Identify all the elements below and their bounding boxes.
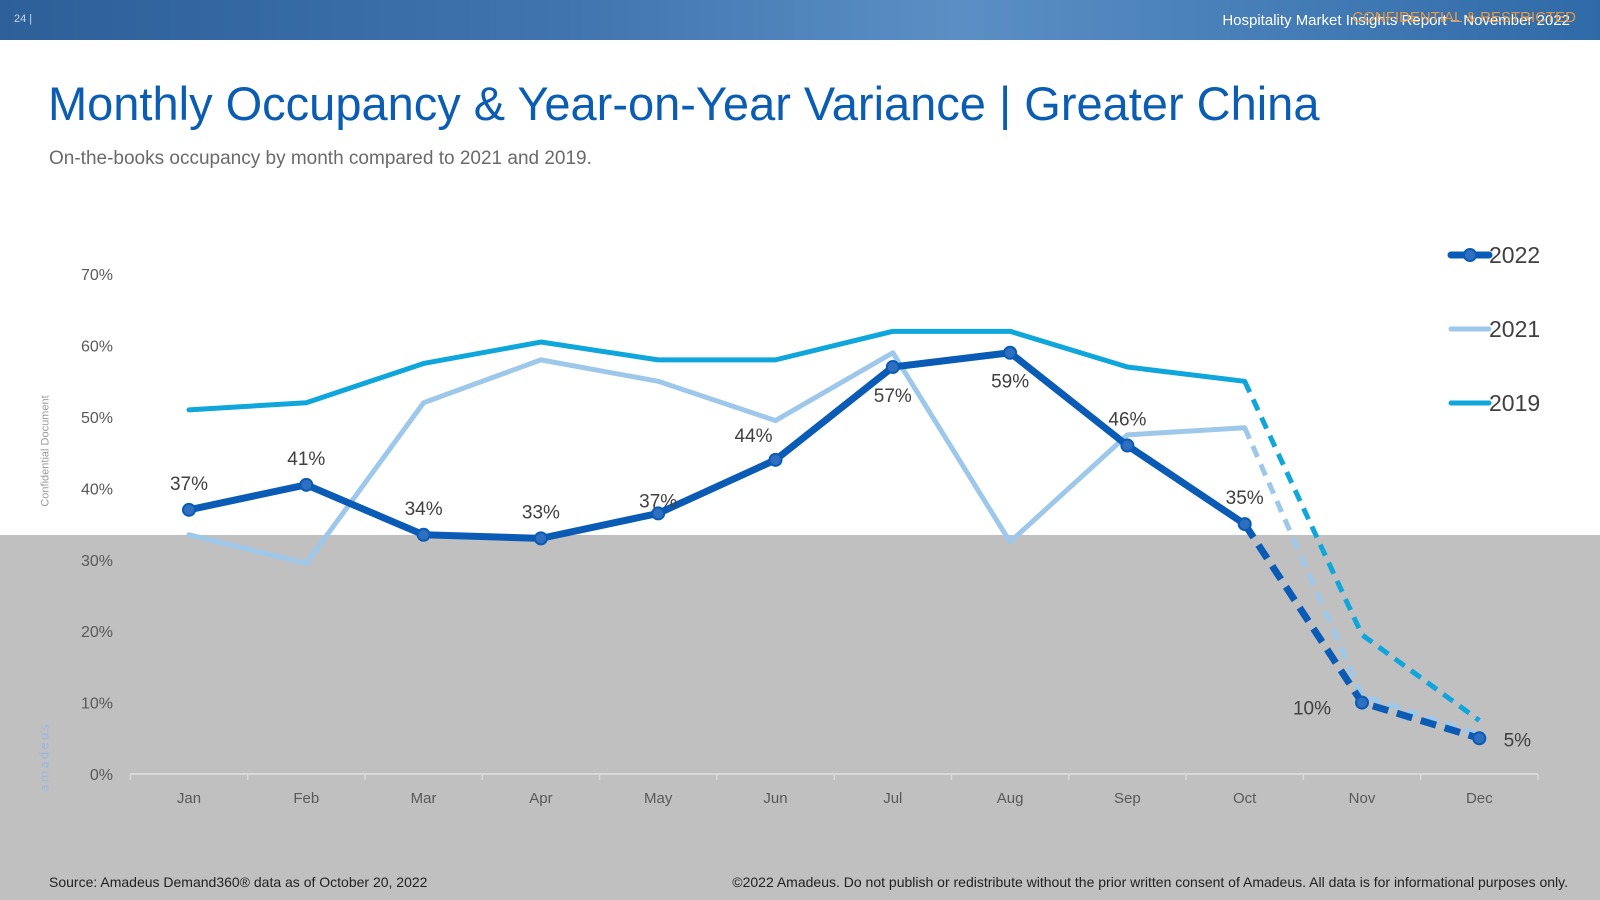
legend-marker-2022 <box>1463 248 1477 262</box>
data-label-2022: 34% <box>405 499 443 520</box>
data-label-2022: 35% <box>1226 488 1264 509</box>
data-label-2022: 59% <box>991 372 1029 393</box>
y-tick-label: 70% <box>81 267 113 284</box>
x-tick-label: Feb <box>293 790 319 807</box>
series-line-2019 <box>186 328 1248 413</box>
x-tick-label: Dec <box>1466 790 1493 807</box>
x-tick-label: Apr <box>529 790 552 807</box>
background-photo-overlay <box>0 535 1600 900</box>
report-title: Hospitality Market Insights Report – Nov… <box>1222 12 1570 29</box>
data-label-2022: 37% <box>170 474 208 495</box>
y-tick-label: 60% <box>81 339 113 356</box>
x-tick-label: Aug <box>997 790 1024 807</box>
y-tick-label: 30% <box>81 553 113 570</box>
x-tick-label: Nov <box>1349 790 1376 807</box>
y-tick-label: 50% <box>81 410 113 427</box>
data-point-2022 <box>416 527 431 542</box>
legend-label-2022: 2022 <box>1489 242 1540 268</box>
x-tick-label: Oct <box>1233 790 1257 807</box>
data-point-2022 <box>1003 345 1018 360</box>
series-line-2022 <box>185 349 1249 542</box>
x-tick-label: May <box>644 790 673 807</box>
data-label-2022: 33% <box>522 502 560 523</box>
data-point-2022 <box>1472 731 1487 746</box>
data-label-2022: 10% <box>1293 699 1331 720</box>
data-point-2022 <box>885 360 900 375</box>
page-number: 24 | <box>14 13 33 25</box>
confidential-label: CONFIDENTIAL & RESTRICTED <box>1352 9 1576 26</box>
x-tick-label: Sep <box>1114 790 1141 807</box>
data-label-2022: 37% <box>639 491 677 512</box>
series-line-2021 <box>186 350 1248 566</box>
y-tick-label: 0% <box>90 767 113 784</box>
series-line-2021-forecast <box>1242 426 1481 738</box>
data-point-2022 <box>533 531 548 546</box>
x-tick-label: Jan <box>177 790 201 807</box>
legend-label-2019: 2019 <box>1489 390 1540 416</box>
data-point-2022 <box>1355 695 1369 710</box>
data-label-2022: 57% <box>874 386 912 407</box>
copyright-note: ©2022 Amadeus. Do not publish or redistr… <box>732 874 1568 890</box>
series-line-2019-forecast <box>1242 380 1481 723</box>
data-point-2022 <box>768 452 783 467</box>
page-subtitle: On-the-books occupancy by month compared… <box>49 148 592 169</box>
data-point-2022 <box>182 502 196 517</box>
data-label-2022: 41% <box>287 449 325 470</box>
x-tick-label: Jun <box>763 790 787 807</box>
data-label-2022: 5% <box>1504 730 1532 751</box>
top-banner: 24 | Hospitality Market Insights Report … <box>0 0 1600 40</box>
data-point-2022 <box>651 506 666 521</box>
page-title: Monthly Occupancy & Year-on-Year Varianc… <box>48 77 1320 130</box>
y-tick-label: 40% <box>81 481 113 498</box>
x-tick-label: Mar <box>411 790 437 807</box>
data-point-2022 <box>299 477 314 492</box>
data-label-2022: 46% <box>1108 410 1146 431</box>
y-tick-label: 10% <box>81 696 113 713</box>
y-tick-label: 20% <box>81 624 113 641</box>
data-point-2022 <box>1120 438 1135 453</box>
data-label-2022: 44% <box>734 426 772 447</box>
legend-label-2021: 2021 <box>1489 316 1540 342</box>
source-note: Source: Amadeus Demand360® data as of Oc… <box>49 874 428 890</box>
x-tick-label: Jul <box>883 790 902 807</box>
data-point-2022 <box>1237 517 1252 532</box>
